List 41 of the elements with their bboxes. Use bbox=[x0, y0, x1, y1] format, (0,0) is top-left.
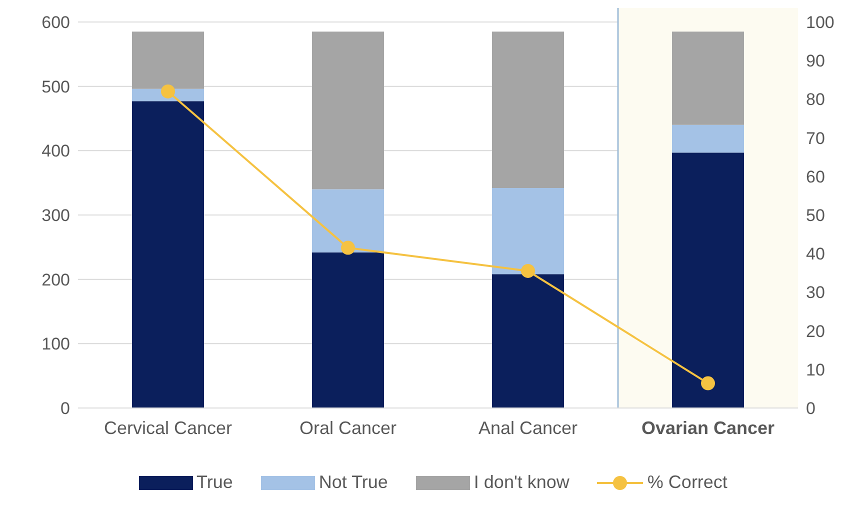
y2-tick-label: 60 bbox=[806, 167, 825, 186]
point bbox=[161, 84, 175, 98]
point bbox=[521, 264, 535, 278]
y2-tick-label: 70 bbox=[806, 128, 825, 148]
bar bbox=[672, 124, 744, 153]
y-tick-label: 600 bbox=[42, 13, 70, 32]
y-tick-label: 200 bbox=[42, 270, 70, 290]
x-tick-label: Anal Cancer bbox=[478, 418, 578, 438]
y2-tick-label: 0 bbox=[806, 399, 816, 418]
y-tick-label: 300 bbox=[42, 206, 70, 226]
y2-tick-label: 90 bbox=[806, 52, 825, 71]
y-tick-label: 500 bbox=[42, 77, 70, 96]
y2-tick-label: 40 bbox=[806, 244, 825, 264]
bar bbox=[672, 152, 744, 408]
bar bbox=[492, 32, 564, 188]
y2-tick-label: 10 bbox=[806, 360, 825, 380]
legend-label: Not True bbox=[318, 472, 388, 493]
bar bbox=[132, 32, 204, 89]
legend-label: True bbox=[196, 472, 233, 493]
y2-tick-label: 20 bbox=[806, 322, 825, 341]
bar bbox=[492, 274, 564, 408]
bar bbox=[312, 189, 384, 252]
legend-label: I don't know bbox=[474, 472, 570, 493]
x-tick-label: Oral Cancer bbox=[299, 418, 397, 438]
y2-tick-label: 30 bbox=[806, 283, 825, 302]
y2-tick-label: 50 bbox=[806, 206, 825, 226]
y2-tick-label: 80 bbox=[806, 90, 825, 110]
bar bbox=[132, 101, 204, 408]
legend-label: % Correct bbox=[647, 472, 728, 493]
x-tick-label: Cervical Cancer bbox=[104, 418, 232, 438]
bar bbox=[492, 188, 564, 274]
bar bbox=[672, 32, 744, 125]
bar bbox=[312, 32, 384, 190]
y-tick-label: 100 bbox=[42, 334, 70, 354]
x-tick-label: Ovarian Cancer bbox=[641, 418, 775, 438]
y2-tick-label: 100 bbox=[806, 13, 834, 32]
y-tick-label: 400 bbox=[42, 142, 70, 161]
bar bbox=[312, 252, 384, 408]
point bbox=[341, 240, 355, 255]
y-tick-label: 0 bbox=[60, 399, 70, 418]
point bbox=[701, 376, 715, 390]
